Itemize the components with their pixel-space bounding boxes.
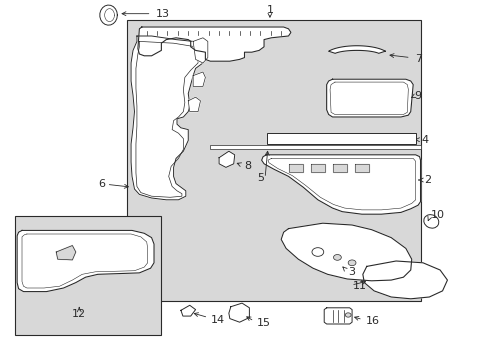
Text: 7: 7 [414,54,421,64]
Text: 8: 8 [244,161,251,171]
Polygon shape [326,79,412,117]
Polygon shape [100,5,117,25]
Text: 9: 9 [414,91,421,102]
Polygon shape [261,155,420,214]
Bar [210,145,420,149]
Text: 13: 13 [155,9,169,19]
Circle shape [333,255,341,260]
Polygon shape [193,38,207,63]
Bar [266,133,415,144]
Polygon shape [181,305,195,316]
Text: 1: 1 [266,5,273,15]
Polygon shape [310,164,325,172]
Polygon shape [281,223,411,281]
Polygon shape [193,72,205,86]
Polygon shape [219,151,234,167]
Polygon shape [354,164,368,172]
Text: 15: 15 [257,318,271,328]
Text: 12: 12 [72,309,86,319]
Polygon shape [131,36,203,200]
Text: 3: 3 [347,267,354,277]
Circle shape [345,313,350,317]
Polygon shape [188,97,200,112]
Text: 10: 10 [430,210,445,220]
Polygon shape [17,230,154,292]
Text: 11: 11 [352,281,366,291]
Polygon shape [324,308,351,324]
Polygon shape [228,303,249,322]
Bar [15,216,161,335]
Ellipse shape [423,215,438,228]
Text: 5: 5 [257,173,264,183]
Circle shape [311,248,323,256]
Circle shape [347,260,355,266]
Text: 16: 16 [365,316,379,326]
Bar [127,20,420,301]
Text: 14: 14 [211,315,225,325]
Polygon shape [328,46,385,53]
Text: 6: 6 [98,179,105,189]
Text: 2: 2 [424,175,431,185]
Polygon shape [138,27,290,61]
Polygon shape [56,246,76,260]
Polygon shape [362,261,447,299]
Polygon shape [332,164,346,172]
Polygon shape [288,164,303,172]
Text: 4: 4 [421,135,428,145]
